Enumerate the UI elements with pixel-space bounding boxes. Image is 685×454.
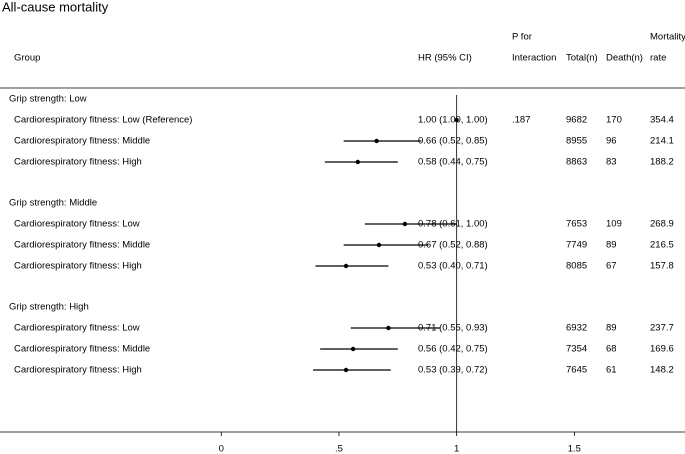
x-tick-label: 0 [219,444,224,454]
x-tick-label: 1 [454,444,459,454]
cell-death: 89 [606,323,617,334]
row-label: Cardiorespiratory fitness: High [14,365,142,376]
point-estimate [343,367,349,373]
row-label: Cardiorespiratory fitness: Middle [14,136,150,147]
cell-death: 83 [606,157,617,168]
point-estimate [402,221,408,227]
cell-death: 68 [606,344,617,355]
cell-total: 8085 [566,261,587,272]
point-estimate [350,346,356,352]
cell-death: 67 [606,261,617,272]
column-header: HR (95% CI) [418,53,472,64]
cell-death: 96 [606,136,617,147]
cell-total: 7749 [566,240,587,251]
point-estimate [374,138,379,144]
row-label: Cardiorespiratory fitness: Low [14,323,140,334]
cell-total: 7645 [566,365,587,376]
point-estimate [343,263,349,269]
cell-death: 109 [606,219,622,230]
x-tick-label: 1.5 [568,444,581,454]
hr-label: 0.71 (0.55, 0.93) [418,323,488,334]
point-estimate [454,117,459,123]
cell-rate: 169.6 [650,344,674,355]
column-header: P for [512,32,532,43]
cell-rate: 237.7 [650,323,674,334]
x-tick-label: .5 [335,444,343,454]
hr-label: 0.58 (0.44, 0.75) [418,157,488,168]
column-header: Group [14,53,40,64]
cell-p: .187 [512,115,531,126]
hr-label: 0.53 (0.40, 0.71) [418,261,488,272]
column-header: Mortality [650,32,685,43]
column-header: Total(n) [566,53,598,64]
cell-rate: 216.5 [650,240,674,251]
point-estimate [376,242,382,248]
hr-label: 0.53 (0.39, 0.72) [418,365,488,376]
cell-rate: 214.1 [650,136,674,147]
column-header: rate [650,53,666,64]
hr-label: 0.67 (0.52, 0.88) [418,240,488,251]
row-label: Cardiorespiratory fitness: Middle [14,240,150,251]
cell-death: 61 [606,365,617,376]
row-label: Cardiorespiratory fitness: High [14,261,142,272]
row-label: Cardiorespiratory fitness: High [14,157,142,168]
group-label: Grip strength: High [9,302,89,313]
cell-rate: 268.9 [650,219,674,230]
column-header: Death(n) [606,53,643,64]
point-estimate [386,325,391,331]
row-label: Cardiorespiratory fitness: Middle [14,344,150,355]
point-estimate [355,159,361,165]
hr-label: 0.78 (0.61, 1.00) [418,219,488,230]
cell-rate: 157.8 [650,261,674,272]
cell-total: 7653 [566,219,587,230]
cell-total: 9682 [566,115,587,126]
cell-total: 8955 [566,136,587,147]
cell-rate: 148.2 [650,365,674,376]
group-label: Grip strength: Middle [9,198,97,209]
chart-title: All-cause mortality [2,0,109,14]
hr-label: 1.00 (1.00, 1.00) [418,115,488,126]
cell-death: 89 [606,240,617,251]
cell-total: 6932 [566,323,587,334]
cell-rate: 188.2 [650,157,674,168]
group-label: Grip strength: Low [9,94,87,105]
hr-label: 0.66 (0.52, 0.85) [418,136,488,147]
column-header: Interaction [512,53,556,64]
cell-total: 7354 [566,344,587,355]
cell-total: 8863 [566,157,587,168]
cell-death: 170 [606,115,622,126]
row-label: Cardiorespiratory fitness: Low [14,219,140,230]
hr-label: 0.56 (0.42, 0.75) [418,344,488,355]
cell-rate: 354.4 [650,115,674,126]
row-label: Cardiorespiratory fitness: Low (Referenc… [14,115,192,126]
